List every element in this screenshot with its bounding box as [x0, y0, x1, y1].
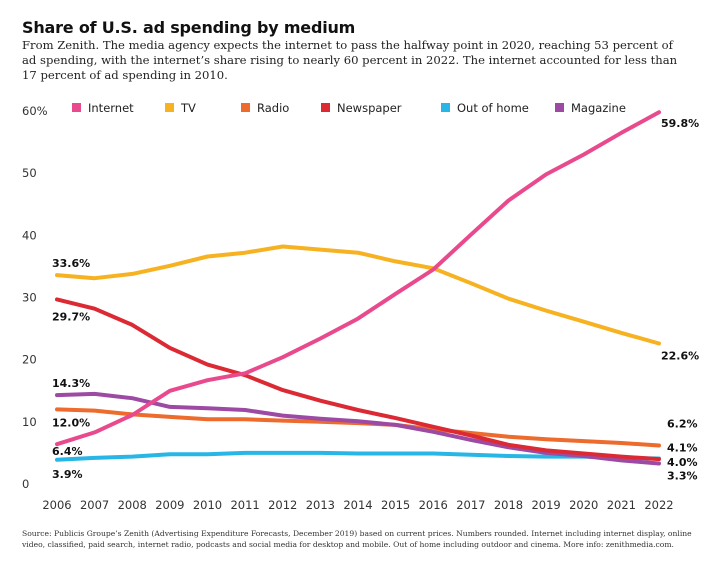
series-line-magazine [55, 391, 661, 466]
data-label: 12.0% [52, 416, 90, 429]
y-tick-label: 30 [22, 291, 37, 305]
legend-label: Newspaper [337, 101, 402, 115]
line-chart: 0 10 20 30 40 50 60% 2006 2007 2008 2009 2010 2011 20… [22, 101, 699, 512]
data-label: 14.3% [52, 377, 90, 390]
data-label: 29.7% [52, 310, 90, 323]
legend-label: TV [180, 101, 196, 115]
chart-title: Share of U.S. ad spending by medium [22, 18, 356, 37]
data-label: 4.1% [667, 442, 698, 455]
data-label: 3.9% [52, 468, 83, 481]
series-line-radio [55, 407, 661, 448]
series-line-tv [55, 244, 661, 346]
x-tick-label: 2010 [193, 498, 222, 512]
x-tick-label: 2006 [42, 498, 71, 512]
legend-swatch [555, 103, 564, 112]
y-tick-label: 40 [22, 228, 37, 242]
y-tick-label: 10 [22, 415, 37, 429]
data-label: 6.4% [52, 445, 83, 458]
data-label: 3.3% [667, 469, 698, 482]
legend-label: Internet [88, 101, 134, 115]
data-label: 59.8% [661, 117, 699, 130]
x-tick-label: 2011 [230, 498, 259, 512]
x-tick-label: 2014 [343, 498, 372, 512]
y-tick-label: 0 [22, 477, 29, 491]
x-tick-label: 2020 [569, 498, 598, 512]
legend-swatch [165, 103, 174, 112]
x-tick-label: 2009 [155, 498, 184, 512]
legend-label: Radio [257, 101, 289, 115]
x-tick-label: 2008 [118, 498, 147, 512]
data-label: 6.2% [667, 417, 698, 430]
x-tick-label: 2022 [644, 498, 673, 512]
data-label: 22.6% [661, 350, 699, 363]
x-tick-label: 2017 [456, 498, 485, 512]
x-tick-label: 2016 [419, 498, 448, 512]
chart-subtitle: From Zenith. The media agency expects th… [22, 38, 678, 82]
source-note: Source: Publicis Groupe’s Zenith (Advert… [22, 529, 692, 549]
legend-swatch [441, 103, 450, 112]
series-line-out-of-home [55, 450, 661, 462]
legend-swatch [72, 103, 81, 112]
y-tick-label: 60% [22, 104, 48, 118]
legend-label: Out of home [457, 101, 529, 115]
x-tick-label: 2015 [381, 498, 410, 512]
legend-swatch [241, 103, 250, 112]
data-label: 4.0% [667, 456, 698, 469]
x-tick-label: 2018 [494, 498, 523, 512]
x-tick-label: 2021 [607, 498, 636, 512]
data-label: 33.6% [52, 257, 90, 270]
series-line-internet [55, 110, 661, 447]
legend-label: Magazine [571, 101, 626, 115]
x-tick-label: 2012 [268, 498, 297, 512]
y-tick-label: 20 [22, 353, 37, 367]
series-line-newspaper [55, 297, 661, 462]
x-tick-label: 2019 [531, 498, 560, 512]
y-tick-label: 50 [22, 166, 37, 180]
x-tick-label: 2013 [306, 498, 335, 512]
legend-swatch [321, 103, 330, 112]
x-tick-label: 2007 [80, 498, 109, 512]
